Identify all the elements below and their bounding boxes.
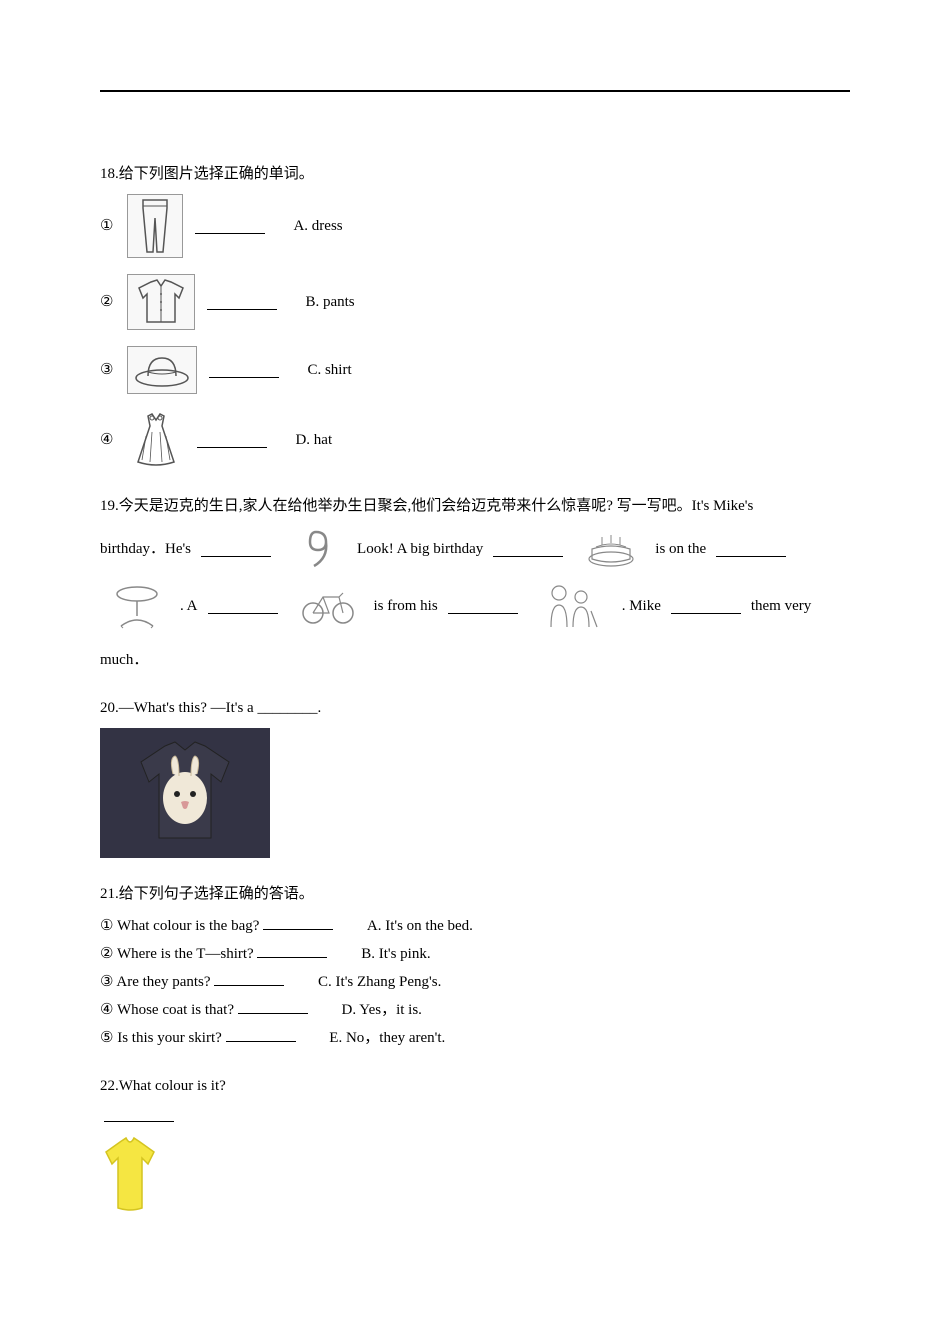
q21-num-4: ④	[100, 1002, 113, 1018]
q21-opt-4: D. Yes，it is.	[341, 1002, 421, 1018]
q21-blank-4[interactable]	[238, 999, 308, 1014]
q21-opt-1: A. It's on the bed.	[367, 918, 473, 934]
q21-num-1: ①	[100, 918, 113, 934]
q19-body: birthday．He's Look! A big birthday is on…	[100, 526, 850, 634]
q21-row-4: ④ Whose coat is that? D. Yes，it is.	[100, 998, 850, 1022]
hat-icon	[127, 346, 197, 394]
q21-num-3: ③	[100, 974, 113, 990]
q21-num-5: ⑤	[100, 1030, 113, 1046]
q18-item-3: ③ C. shirt	[100, 346, 850, 394]
q18-option-2: B. pants	[305, 290, 354, 314]
q22-blank[interactable]	[104, 1107, 174, 1122]
cake-icon	[581, 527, 641, 571]
q19-p5: is from his	[374, 585, 438, 627]
q21-q-3: Are they pants?	[116, 974, 210, 990]
q21-row-2: ② Where is the T—shirt? B. It's pink.	[100, 942, 850, 966]
q21-blank-2[interactable]	[257, 943, 327, 958]
q18-num-3: ③	[100, 358, 113, 382]
q18-option-3: C. shirt	[307, 358, 351, 382]
q19-p8: much．	[100, 648, 850, 672]
question-19: 19.今天是迈克的生日,家人在给他举办生日聚会,他们会给迈克带来什么惊喜呢? 写…	[100, 494, 850, 672]
q18-option-4: D. hat	[295, 428, 332, 452]
q21-opt-3: C. It's Zhang Peng's.	[318, 974, 441, 990]
bicycle-icon	[296, 584, 360, 628]
q19-p7: them very	[751, 585, 811, 627]
q21-row-1: ① What colour is the bag? A. It's on the…	[100, 914, 850, 938]
q19-blank-4[interactable]	[208, 599, 278, 614]
dress-icon	[127, 410, 185, 470]
q21-row-3: ③ Are they pants? C. It's Zhang Peng's.	[100, 970, 850, 994]
question-20: 20.—What's this? —It's a ________.	[100, 696, 850, 858]
q21-blank-3[interactable]	[214, 971, 284, 986]
q21-opt-5: E. No，they aren't.	[329, 1030, 445, 1046]
q18-blank-3[interactable]	[209, 363, 279, 378]
q18-option-1: A. dress	[293, 214, 342, 238]
question-18: 18.给下列图片选择正确的单词。 ① A. dress ② B. pants ③	[100, 162, 850, 470]
question-21: 21.给下列句子选择正确的答语。 ① What colour is the ba…	[100, 882, 850, 1050]
q19-blank-5[interactable]	[448, 599, 518, 614]
yellow-tshirt-icon	[100, 1136, 850, 1224]
q21-row-5: ⑤ Is this your skirt? E. No，they aren't.	[100, 1026, 850, 1050]
table-icon	[108, 579, 166, 633]
q21-prompt: 21.给下列句子选择正确的答语。	[100, 882, 850, 906]
q18-prompt: 18.给下列图片选择正确的单词。	[100, 162, 850, 186]
q19-p1: birthday．He's	[100, 528, 191, 570]
pants-icon	[127, 194, 183, 258]
q21-num-2: ②	[100, 946, 113, 962]
q18-num-1: ①	[100, 214, 113, 238]
q19-prompt: 19.今天是迈克的生日,家人在给他举办生日聚会,他们会给迈克带来什么惊喜呢? 写…	[100, 494, 850, 518]
q18-num-2: ②	[100, 290, 113, 314]
q18-item-2: ② B. pants	[100, 274, 850, 330]
q19-p6: . Mike	[622, 585, 661, 627]
q20-prompt: 20.—What's this? —It's a ________.	[100, 696, 850, 720]
q21-blank-5[interactable]	[226, 1027, 296, 1042]
q18-num-4: ④	[100, 428, 113, 452]
q19-blank-2[interactable]	[493, 542, 563, 557]
q21-q-1: What colour is the bag?	[117, 918, 259, 934]
q18-blank-4[interactable]	[197, 433, 267, 448]
shirt-icon	[127, 274, 195, 330]
grandparents-icon	[536, 578, 608, 634]
q21-q-2: Where is the T—shirt?	[117, 946, 254, 962]
q19-p2: Look! A big birthday	[357, 528, 483, 570]
q19-p4: . A	[180, 585, 198, 627]
q19-blank-6[interactable]	[671, 599, 741, 614]
q18-blank-2[interactable]	[207, 295, 277, 310]
q21-opt-2: B. It's pink.	[361, 946, 430, 962]
q18-item-1: ① A. dress	[100, 194, 850, 258]
question-22: 22.What colour is it?	[100, 1074, 850, 1224]
q21-q-5: Is this your skirt?	[117, 1030, 222, 1046]
number-nine-icon	[289, 526, 343, 572]
q21-blank-1[interactable]	[263, 915, 333, 930]
sweater-icon	[100, 728, 270, 858]
q19-p3: is on the	[655, 528, 706, 570]
page-top-rule	[100, 90, 850, 92]
q18-item-4: ④ D. hat	[100, 410, 850, 470]
q19-blank-1[interactable]	[201, 542, 271, 557]
q18-blank-1[interactable]	[195, 219, 265, 234]
q21-q-4: Whose coat is that?	[117, 1002, 234, 1018]
q22-prompt: 22.What colour is it?	[100, 1074, 850, 1098]
q19-blank-3[interactable]	[716, 542, 786, 557]
